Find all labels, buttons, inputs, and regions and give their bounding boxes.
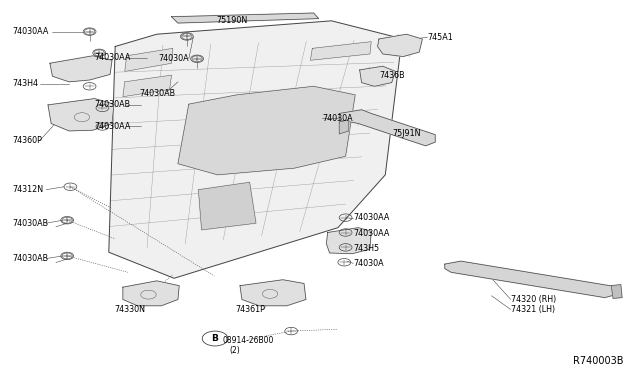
Text: 74321 (LH): 74321 (LH) <box>511 305 555 314</box>
Polygon shape <box>172 13 319 23</box>
Polygon shape <box>109 21 402 278</box>
Text: 74030A: 74030A <box>322 114 353 123</box>
Polygon shape <box>125 48 173 71</box>
Text: 74030AA: 74030AA <box>353 213 390 222</box>
Polygon shape <box>178 86 355 175</box>
Text: 74030AB: 74030AB <box>140 89 175 97</box>
Text: 74030AB: 74030AB <box>95 100 131 109</box>
Polygon shape <box>123 75 172 97</box>
Text: 74361P: 74361P <box>236 305 266 314</box>
Text: 74030A: 74030A <box>159 54 189 63</box>
Polygon shape <box>360 66 396 86</box>
Text: 74030AB: 74030AB <box>13 254 49 263</box>
Polygon shape <box>445 261 616 298</box>
Text: 7436B: 7436B <box>380 71 405 80</box>
Text: 08914-26B00: 08914-26B00 <box>223 336 274 345</box>
Polygon shape <box>50 56 112 82</box>
Text: R740003B: R740003B <box>573 356 623 366</box>
Polygon shape <box>198 182 256 230</box>
Text: 74030AA: 74030AA <box>353 229 390 238</box>
Polygon shape <box>48 99 114 131</box>
Text: 75190N: 75190N <box>216 16 248 25</box>
Polygon shape <box>326 228 371 254</box>
Text: 74030AA: 74030AA <box>95 53 131 62</box>
Text: 743H5: 743H5 <box>353 244 380 253</box>
Polygon shape <box>339 110 435 146</box>
Text: 74330N: 74330N <box>114 305 145 314</box>
Polygon shape <box>378 34 422 57</box>
Polygon shape <box>240 280 306 306</box>
Text: (2): (2) <box>229 346 240 355</box>
Text: 743H4: 743H4 <box>13 79 39 88</box>
Text: 74030AB: 74030AB <box>13 219 49 228</box>
Polygon shape <box>310 42 371 60</box>
Text: 74360P: 74360P <box>13 136 43 145</box>
Text: 74030AA: 74030AA <box>13 27 49 36</box>
Text: 74320 (RH): 74320 (RH) <box>511 295 556 304</box>
Text: B: B <box>212 334 218 343</box>
Text: 75J91N: 75J91N <box>392 129 421 138</box>
Text: 74312N: 74312N <box>13 185 44 194</box>
Polygon shape <box>123 281 179 306</box>
Text: 745A1: 745A1 <box>428 33 453 42</box>
Text: 74030A: 74030A <box>353 259 384 268</box>
Text: 74030AA: 74030AA <box>95 122 131 131</box>
Polygon shape <box>611 285 622 298</box>
Polygon shape <box>339 120 349 134</box>
